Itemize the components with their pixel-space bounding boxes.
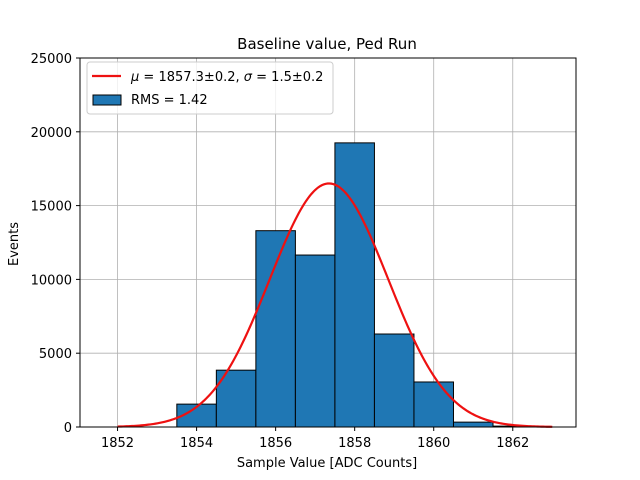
- chart-title: Baseline value, Ped Run: [237, 35, 417, 53]
- legend-sigma-value: = 1.5±0.2: [252, 70, 323, 85]
- histogram-bar: [373, 333, 415, 428]
- histogram-bar: [294, 254, 336, 428]
- legend-histogram-label: RMS = 1.42: [131, 93, 208, 108]
- legend-sigma-symbol: σ: [244, 70, 253, 85]
- legend: μ = 1857.3±0.2, σ = 1.5±0.2 RMS = 1.42: [86, 61, 334, 115]
- fit-curve: [117, 182, 553, 428]
- x-tick-label: 1858: [338, 436, 371, 451]
- y-tick-label: 15000: [31, 200, 72, 215]
- histogram-bar: [413, 381, 454, 428]
- histogram-bar: [452, 421, 494, 428]
- y-tick-label: 0: [64, 421, 72, 436]
- legend-mu-value: = 1857.3±0.2,: [139, 70, 243, 85]
- legend-box: [86, 61, 334, 115]
- y-tick-label: 25000: [31, 52, 72, 67]
- x-tick-label: 1862: [496, 436, 529, 451]
- axes-frame: [79, 57, 577, 428]
- histogram-bar: [255, 230, 296, 428]
- histogram-bar: [334, 142, 375, 428]
- x-tick-label: 1852: [101, 436, 134, 451]
- legend-histogram-swatch: [92, 94, 122, 106]
- x-tick-label: 1856: [259, 436, 292, 451]
- x-tick-label: 1854: [180, 436, 213, 451]
- x-tick-label: 1860: [417, 436, 450, 451]
- y-axis-label: Events: [7, 222, 22, 266]
- y-tick-label: 20000: [31, 126, 72, 141]
- y-tick-label: 10000: [31, 273, 72, 288]
- plot-area: 1852 1854 1856 1858 1860 1862 0 5000 10000 15000 2…: [31, 52, 577, 451]
- y-tick-label: 5000: [39, 347, 72, 362]
- legend-fit-label: μ = 1857.3±0.2, σ = 1.5±0.2: [130, 70, 323, 85]
- legend-mu-symbol: μ: [130, 70, 139, 85]
- x-axis-label: Sample Value [ADC Counts]: [237, 456, 417, 471]
